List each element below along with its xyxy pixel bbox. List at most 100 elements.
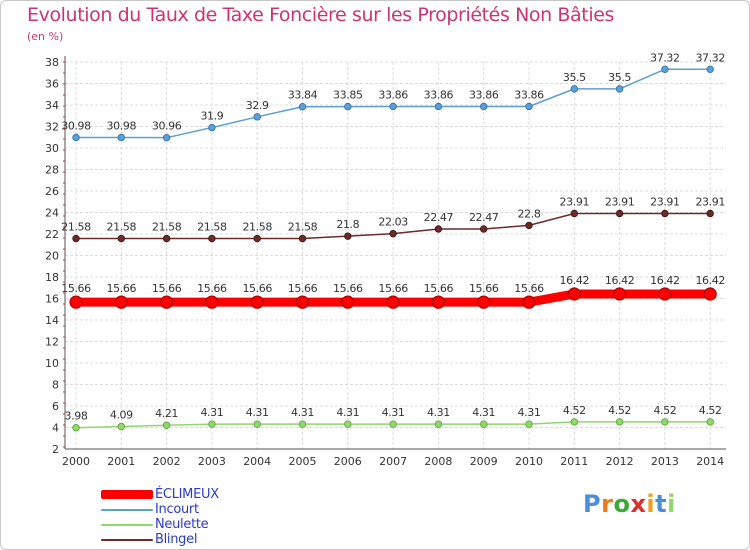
- y-tick-label: 26: [45, 185, 59, 198]
- data-label-blingel: 21.58: [288, 221, 318, 234]
- data-label-eclimeux: 16.42: [650, 274, 680, 287]
- x-tick-label: 2011: [560, 455, 588, 468]
- data-label-blingel: 22.47: [424, 211, 454, 224]
- y-tick-label: 32: [45, 121, 59, 134]
- x-tick-label: 2010: [515, 455, 543, 468]
- data-label-eclimeux: 15.66: [514, 282, 544, 295]
- data-label-blingel: 23.91: [605, 195, 635, 208]
- data-point-eclimeux: [477, 295, 491, 309]
- data-label-neulette: 4.31: [200, 406, 223, 419]
- data-label-neulette: 4.31: [427, 406, 450, 419]
- data-label-neulette: 4.31: [382, 406, 405, 419]
- data-point-eclimeux: [612, 287, 627, 301]
- data-label-blingel: 21.58: [242, 221, 272, 234]
- y-tick-label: 28: [45, 164, 59, 177]
- data-label-eclimeux: 15.66: [152, 282, 182, 295]
- data-label-blingel: 21.58: [152, 221, 182, 234]
- data-label-eclimeux: 16.42: [560, 274, 590, 287]
- data-point-blingel: [615, 209, 624, 218]
- y-tick-label: 18: [45, 271, 59, 284]
- data-point-eclimeux: [386, 295, 400, 309]
- chart-subtitle: (en %): [27, 30, 64, 43]
- x-tick-label: 2012: [606, 455, 634, 468]
- data-point-blingel: [117, 234, 125, 243]
- data-point-incourt: [162, 133, 171, 142]
- data-label-eclimeux: 15.66: [242, 282, 272, 295]
- data-point-eclimeux: [114, 295, 128, 309]
- data-label-incourt: 33.86: [424, 89, 454, 102]
- data-label-blingel: 22.47: [469, 211, 499, 224]
- data-point-blingel: [570, 209, 578, 218]
- logo-letter: t: [655, 490, 668, 518]
- y-tick-label: 8: [52, 379, 59, 392]
- data-point-eclimeux: [69, 295, 83, 309]
- data-label-layer: 15.66 15.66 15.66 15.66 15.66 15.66 15.66 15.66…: [61, 51, 725, 422]
- logo-letter: x: [630, 490, 647, 518]
- data-point-eclimeux: [522, 295, 536, 309]
- data-label-incourt: 37.32: [695, 51, 725, 64]
- x-tick-label: 2005: [289, 455, 317, 468]
- data-point-neulette: [570, 418, 578, 426]
- data-label-neulette: 3.98: [65, 410, 88, 423]
- y-tick-label: 24: [45, 207, 59, 220]
- data-label-eclimeux: 15.66: [61, 282, 91, 295]
- data-point-blingel: [480, 225, 488, 233]
- data-label-neulette: 4.52: [653, 404, 676, 417]
- y-tick-label: 22: [45, 228, 59, 241]
- logo-letter: o: [613, 490, 631, 518]
- data-point-eclimeux: [703, 287, 717, 301]
- data-label-neulette: 4.09: [110, 409, 133, 422]
- data-point-neulette: [661, 418, 669, 426]
- data-label-eclimeux: 15.66: [333, 282, 363, 295]
- logo-letter: i: [646, 490, 656, 518]
- data-point-neulette: [162, 421, 171, 429]
- data-label-blingel: 23.91: [650, 195, 680, 208]
- data-label-neulette: 4.21: [155, 407, 178, 420]
- legend-label-neulette: Neulette: [155, 517, 209, 532]
- data-label-eclimeux: 15.66: [107, 282, 137, 295]
- x-tick-label: 2008: [424, 455, 452, 468]
- x-tick-label: 2007: [379, 455, 407, 468]
- data-label-incourt: 31.9: [200, 110, 223, 123]
- data-point-blingel: [661, 209, 669, 218]
- data-point-incourt: [570, 85, 578, 93]
- x-tick-label: 2014: [696, 455, 724, 468]
- data-point-incourt: [117, 133, 125, 142]
- data-point-neulette: [344, 420, 352, 428]
- data-label-neulette: 4.52: [699, 404, 722, 417]
- data-point-blingel: [162, 234, 171, 243]
- data-point-neulette: [434, 420, 443, 428]
- x-tick-label: 2000: [62, 455, 90, 468]
- data-point-blingel: [344, 232, 352, 240]
- proxiti-logo: Proxiti: [583, 490, 676, 518]
- data-label-incourt: 37.32: [650, 51, 680, 64]
- data-point-incourt: [661, 65, 669, 74]
- data-label-blingel: 21.58: [107, 221, 137, 234]
- y-tick-label: 30: [45, 142, 59, 155]
- y-tick-label: 14: [45, 314, 59, 327]
- data-label-neulette: 4.31: [291, 406, 314, 419]
- y-tick-label: 36: [45, 78, 59, 91]
- data-point-neulette: [615, 418, 624, 426]
- legend-swatch-neulette: [101, 523, 153, 526]
- x-tick-label: 2009: [470, 455, 498, 468]
- legend-label-incourt: Incourt: [155, 502, 199, 517]
- y-tick-label: 20: [45, 250, 59, 263]
- data-point-incourt: [298, 103, 307, 111]
- y-tick-label: 38: [45, 56, 59, 69]
- data-point-blingel: [253, 234, 261, 243]
- legend-swatch-eclimeux: [101, 490, 153, 499]
- data-label-neulette: 4.31: [246, 406, 269, 419]
- data-point-eclimeux: [205, 295, 219, 309]
- data-label-incourt: 35.5: [608, 71, 631, 84]
- data-point-neulette: [706, 418, 714, 426]
- x-tick-label: 2004: [243, 455, 271, 468]
- data-point-blingel: [706, 209, 714, 218]
- data-label-incourt: 32.9: [246, 99, 269, 112]
- data-point-eclimeux: [658, 287, 672, 301]
- data-point-neulette: [480, 420, 488, 428]
- x-tick-label: 2006: [334, 455, 362, 468]
- data-label-eclimeux: 15.66: [288, 282, 318, 295]
- data-label-incourt: 33.86: [378, 89, 408, 102]
